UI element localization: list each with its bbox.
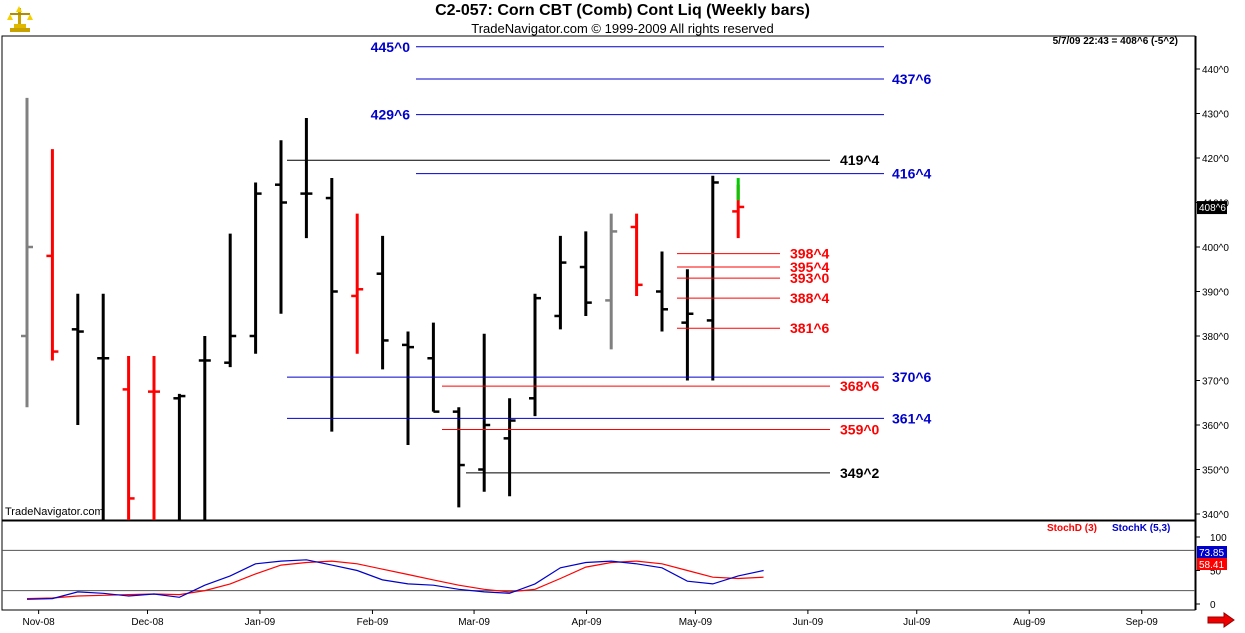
ohlc-bar (529, 293, 541, 417)
time-axis-label: Jun-09 (793, 617, 824, 628)
ohlc-bar (21, 97, 33, 408)
ohlc-bar (198, 336, 211, 520)
ohlc-bar (325, 178, 338, 432)
ohlc-bar (630, 213, 643, 296)
last-quote: 5/7/09 22:43 = 408^6 (-5^2) (1052, 36, 1178, 47)
level-label: 419^4 (840, 152, 880, 168)
time-axis-label: Jan-09 (245, 617, 276, 628)
stochastic-panel-frame (1, 520, 1196, 611)
ohlc-bar (148, 356, 160, 520)
ohlc-bar (452, 407, 465, 508)
ohlc-bar (46, 149, 59, 361)
ohlc-bar (249, 182, 262, 354)
price-axis-label: 350^0 (1202, 466, 1229, 477)
time-axis-label: Sep-09 (1126, 617, 1159, 628)
price-axis-label: 430^0 (1202, 110, 1229, 121)
ohlc-bar (300, 117, 313, 239)
price-axis-label: 370^0 (1202, 377, 1229, 388)
ohlc-bar (402, 331, 414, 446)
time-axis-label: Mar-09 (458, 617, 490, 628)
stoch-k-legend: StochK (5,3) (1112, 523, 1170, 534)
ohlc-bar (605, 213, 618, 350)
time-axis-label: Apr-09 (572, 617, 602, 628)
ohlc-bar (554, 235, 567, 330)
last-price-box (1197, 201, 1227, 215)
ohlc-bar (656, 251, 668, 332)
level-label: 368^6 (840, 378, 880, 394)
time-axis-label: Jul-09 (903, 617, 931, 628)
ohlc-bar (376, 235, 389, 370)
level-label: 349^2 (840, 465, 880, 481)
price-panel-frame (1, 35, 1196, 521)
stoch-k-line (26, 559, 764, 600)
level-label: 398^4 (790, 246, 830, 262)
level-label: 429^6 (371, 107, 411, 123)
price-axis-label: 340^0 (1202, 510, 1229, 521)
level-label: 416^4 (892, 166, 932, 182)
chart-subtitle: TradeNavigator.com © 1999-2009 All right… (471, 21, 774, 36)
stoch-k-value: 73.85 (1199, 548, 1224, 559)
chart-title: C2-057: Corn CBT (Comb) Cont Liq (Weekly… (435, 2, 810, 19)
time-axis-label: Nov-08 (23, 617, 56, 628)
level-label: 381^6 (790, 320, 830, 336)
stoch-d-value-box (1197, 558, 1227, 570)
price-axis-label: 440^0 (1202, 65, 1229, 76)
level-label: 359^0 (840, 421, 880, 437)
scroll-right-arrow-icon[interactable] (1206, 612, 1236, 633)
stoch-d-value: 58.41 (1199, 560, 1224, 571)
stoch-axis-label: 100 (1210, 533, 1227, 544)
level-label: 437^6 (892, 71, 932, 87)
last-price-label: 408^6 (1199, 203, 1226, 214)
price-axis-label: 400^0 (1202, 243, 1229, 254)
stoch-k-value-box (1197, 546, 1227, 558)
price-axis-label: 360^0 (1202, 421, 1229, 432)
time-axis-label: May-09 (679, 617, 713, 628)
level-label: 388^4 (790, 290, 830, 306)
level-label: 370^6 (892, 369, 932, 385)
trade-navigator-logo-icon[interactable] (6, 4, 34, 34)
level-label: 395^4 (790, 259, 830, 275)
ohlc-bar (427, 322, 440, 413)
time-axis-label: Dec-08 (131, 617, 164, 628)
ohlc-bar (351, 213, 364, 354)
stoch-axis-label: 50 (1210, 567, 1222, 578)
stoch-d-legend: StochD (3) (1047, 523, 1097, 534)
level-label: 393^0 (790, 270, 830, 286)
stoch-axis-label: 0 (1210, 600, 1216, 611)
ohlc-bar (579, 231, 592, 316)
ohlc-bar (173, 393, 186, 520)
price-axis-label: 390^0 (1202, 288, 1229, 299)
price-axis-label: 380^0 (1202, 332, 1229, 343)
ohlc-bar (478, 333, 491, 492)
ohlc-bar (275, 140, 287, 314)
ohlc-bar (681, 269, 694, 381)
ohlc-bar (122, 356, 135, 520)
ohlc-bar (97, 293, 110, 520)
time-axis-label: Aug-09 (1013, 617, 1046, 628)
ohlc-bar (224, 233, 237, 368)
ohlc-bar (503, 398, 516, 497)
watermark: TradeNavigator.com (5, 506, 104, 518)
ohlc-bar (71, 293, 84, 425)
price-axis-label: 420^0 (1202, 154, 1229, 165)
time-axis-label: Feb-09 (357, 617, 389, 628)
price-plot-group (21, 97, 745, 520)
level-label: 361^4 (892, 410, 932, 426)
level-label: 445^0 (371, 39, 411, 55)
